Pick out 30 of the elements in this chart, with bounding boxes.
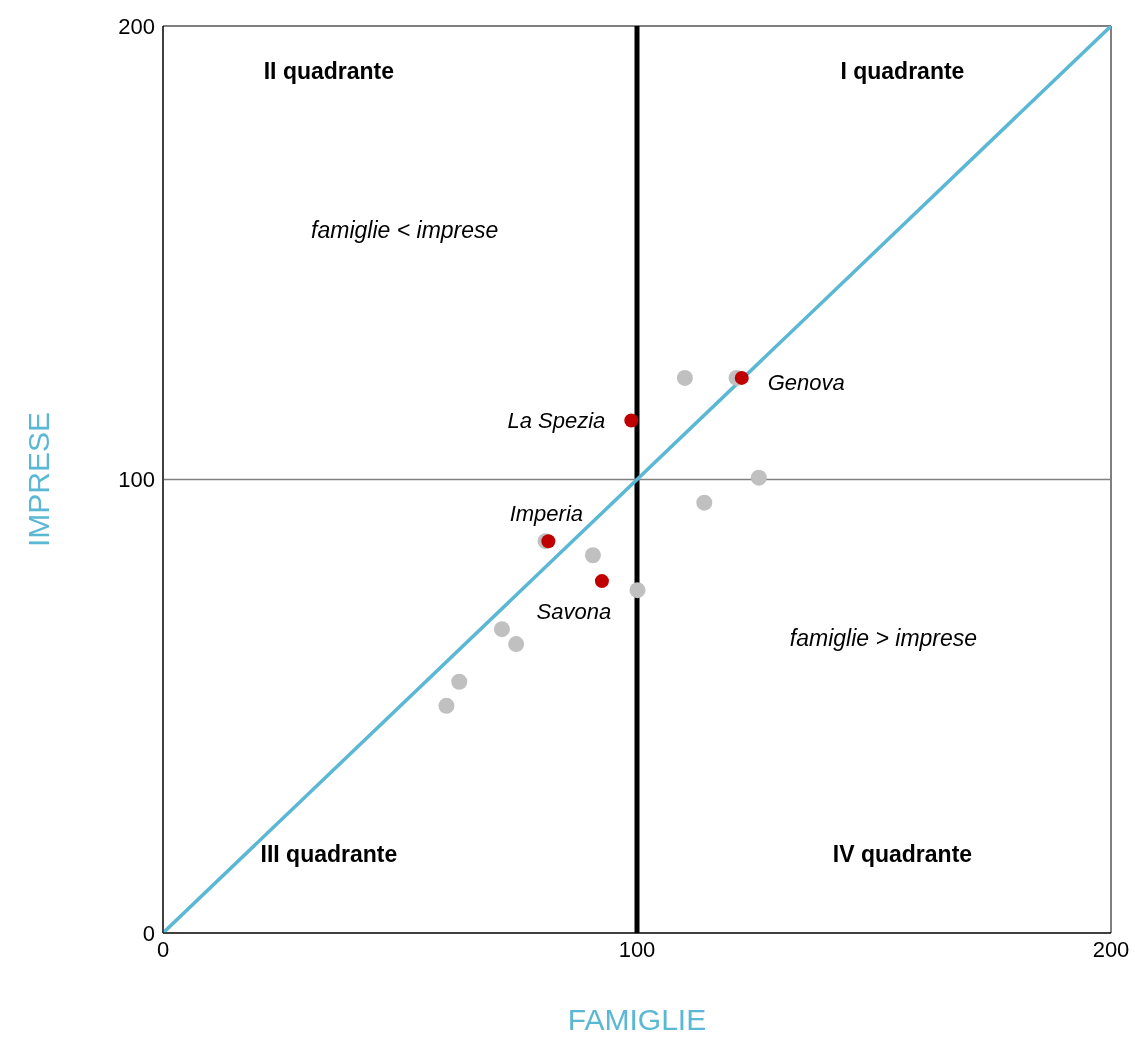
annotation: Imperia xyxy=(509,501,584,527)
x-tick-label: 100 xyxy=(618,936,656,962)
point xyxy=(508,636,525,653)
annotation: famiglie < imprese xyxy=(311,216,499,244)
point xyxy=(594,574,609,589)
point xyxy=(734,370,749,385)
annotation: I quadrante xyxy=(840,57,965,85)
annotation: famiglie > imprese xyxy=(789,624,978,652)
point xyxy=(750,469,767,486)
point xyxy=(451,673,468,690)
point xyxy=(438,697,455,714)
x-tick-label: 200 xyxy=(1092,936,1130,962)
point xyxy=(493,621,510,638)
annotation: II quadrante xyxy=(263,57,395,85)
point xyxy=(584,547,601,564)
y-tick-label: 0 xyxy=(142,920,155,946)
annotation: Genova xyxy=(767,369,845,395)
annotation: Savona xyxy=(536,598,612,624)
y-axis-title: IMPRESE xyxy=(21,411,55,548)
annotation: III quadrante xyxy=(260,840,398,868)
y-tick-label: 100 xyxy=(118,467,155,493)
point xyxy=(676,369,693,386)
y-tick-label: 200 xyxy=(118,13,155,39)
point xyxy=(624,413,639,428)
point xyxy=(541,534,556,549)
x-axis-title: FAMIGLIE xyxy=(567,1003,707,1036)
point xyxy=(696,494,713,511)
point xyxy=(629,582,646,599)
annotation: IV quadrante xyxy=(832,840,973,868)
annotation: La Spezia xyxy=(507,408,606,434)
